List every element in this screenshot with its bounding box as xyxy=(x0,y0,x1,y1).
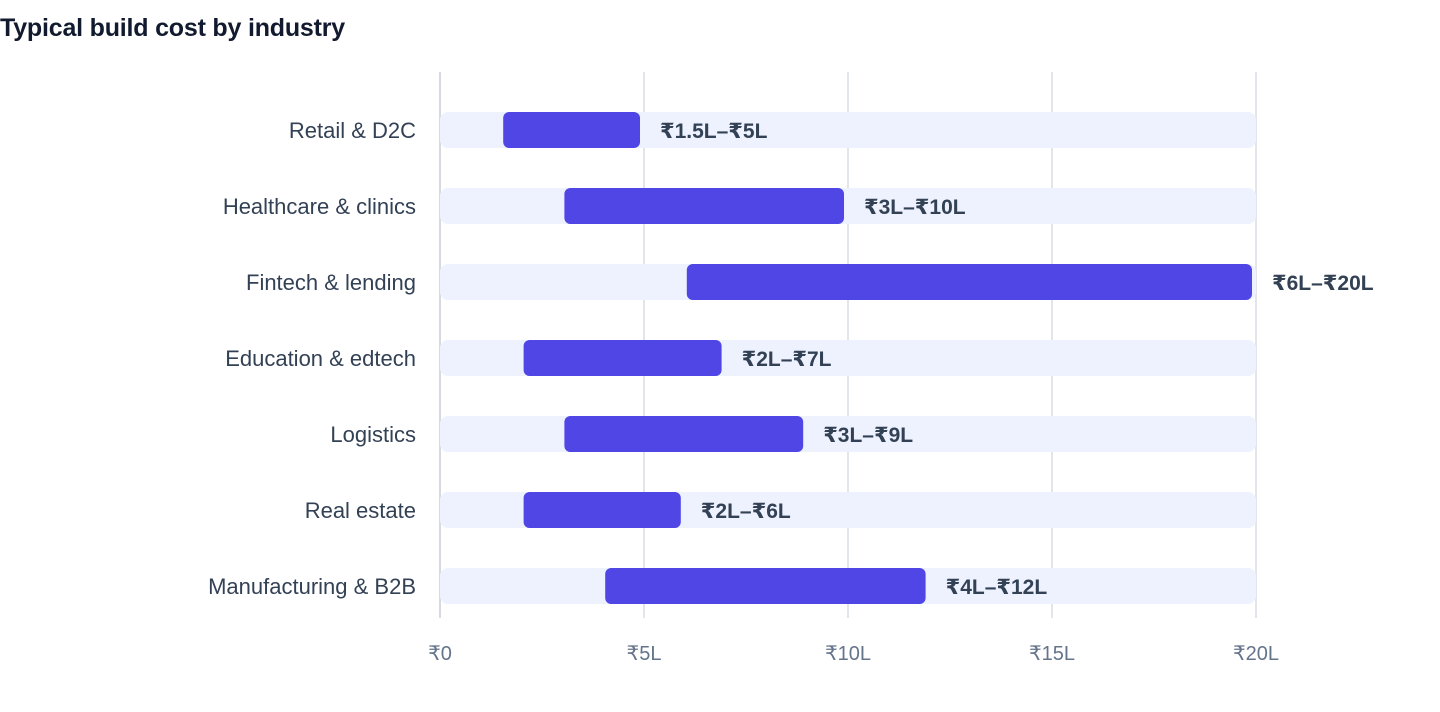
x-tick-label: ₹15L xyxy=(1029,643,1075,665)
chart-title: Typical build cost by industry xyxy=(0,14,345,42)
category-label: Logistics xyxy=(330,422,416,447)
category-label: Education & edtech xyxy=(225,346,416,371)
x-tick-label: ₹20L xyxy=(1233,643,1279,665)
range-value-label: ₹3L–₹9L xyxy=(823,424,913,447)
bar-track xyxy=(440,112,1256,148)
bar-track xyxy=(440,188,1256,224)
range-value-label: ₹4L–₹12L xyxy=(946,576,1048,599)
category-label: Fintech & lending xyxy=(246,270,416,295)
range-value-label: ₹2L–₹6L xyxy=(701,500,791,523)
range-value-label: ₹6L–₹20L xyxy=(1272,272,1374,295)
range-value-label: ₹3L–₹10L xyxy=(864,196,966,219)
category-label: Healthcare & clinics xyxy=(223,194,416,219)
range-bar xyxy=(503,112,640,148)
range-value-label: ₹1.5L–₹5L xyxy=(660,120,768,143)
range-value-label: ₹2L–₹7L xyxy=(742,348,832,371)
range-bar xyxy=(523,492,681,528)
range-bar xyxy=(686,264,1252,300)
range-bar xyxy=(564,416,804,452)
category-label: Real estate xyxy=(305,498,416,523)
category-label: Manufacturing & B2B xyxy=(208,574,416,599)
x-tick-label: ₹0 xyxy=(428,643,452,665)
x-tick-label: ₹5L xyxy=(627,643,662,665)
range-bar xyxy=(605,568,926,604)
category-label: Retail & D2C xyxy=(289,118,416,143)
range-bar xyxy=(564,188,844,224)
range-bar xyxy=(523,340,722,376)
x-tick-label: ₹10L xyxy=(825,643,871,665)
